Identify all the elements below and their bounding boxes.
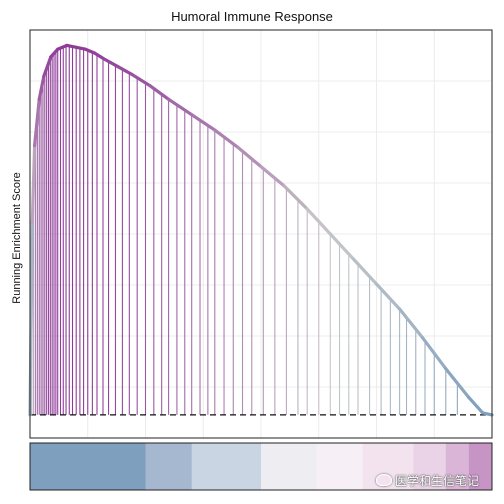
curve-segment bbox=[259, 165, 286, 188]
watermark: 医学和生信笔记 bbox=[376, 472, 479, 489]
curve-segment bbox=[148, 84, 171, 101]
curve-segment bbox=[236, 145, 263, 169]
rank-bar-segment bbox=[261, 443, 317, 490]
curve-segment bbox=[167, 97, 194, 117]
curve-segment bbox=[190, 113, 217, 132]
curve-segment bbox=[102, 57, 120, 69]
curve-segment bbox=[467, 395, 485, 415]
grid-lines bbox=[30, 30, 492, 438]
curve-segment bbox=[130, 72, 152, 88]
curve-segment bbox=[282, 184, 309, 211]
curve-segment bbox=[33, 97, 41, 148]
curve-segment bbox=[305, 207, 332, 236]
chart-title: Humoral Immune Response bbox=[171, 9, 333, 24]
curve-segment bbox=[328, 232, 355, 261]
rank-bar-segment bbox=[30, 443, 146, 490]
curve-segment bbox=[421, 336, 448, 371]
curve-segment bbox=[42, 55, 53, 78]
curve-segment bbox=[398, 307, 425, 340]
curve-segment bbox=[49, 47, 60, 59]
rank-bar-segment bbox=[145, 443, 193, 490]
rank-bar-segment bbox=[445, 443, 470, 490]
curve-segment bbox=[93, 51, 106, 61]
curve-segment bbox=[37, 74, 46, 101]
rank-bar-segment bbox=[413, 443, 447, 490]
curve-segment bbox=[83, 47, 97, 55]
curve-segment bbox=[116, 64, 134, 76]
wechat-icon bbox=[376, 474, 392, 486]
curve-segment bbox=[56, 43, 69, 51]
rank-bar bbox=[30, 443, 493, 490]
rank-bar-frame bbox=[29, 442, 493, 491]
rank-bar-segment bbox=[468, 443, 493, 490]
curve-segment bbox=[374, 282, 402, 311]
curve-segment bbox=[444, 367, 471, 400]
curve-segment bbox=[351, 257, 379, 286]
hit-lines bbox=[31, 45, 458, 415]
rank-bar-segment bbox=[316, 443, 364, 490]
curve-segment bbox=[481, 411, 494, 417]
rank-bar-segment bbox=[191, 443, 262, 490]
curve-segment bbox=[213, 128, 240, 149]
curve-segment bbox=[30, 143, 37, 225]
main-panel-frame bbox=[29, 29, 493, 439]
watermark-text: 医学和生信笔记 bbox=[395, 474, 480, 488]
